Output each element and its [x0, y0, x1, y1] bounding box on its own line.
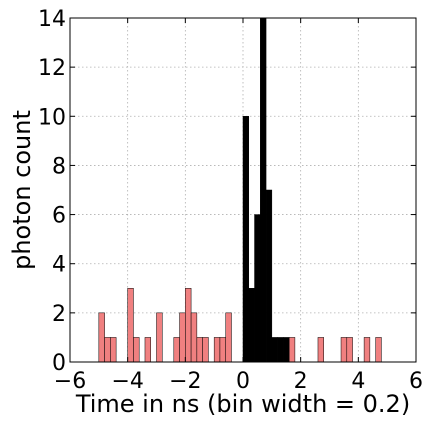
- x-tick-labels: −6 −4 −2 0 2 4 6: [54, 369, 423, 394]
- x-tick-label: 6: [409, 369, 423, 394]
- y-tick-label: 4: [52, 253, 66, 278]
- x-tick-label: 4: [351, 369, 365, 394]
- background-bin-bar: [346, 337, 353, 363]
- x-tick-label: −4: [111, 369, 143, 394]
- background-bin-bar: [185, 288, 192, 363]
- y-tick-label: 6: [52, 204, 66, 229]
- background-bin-bar: [375, 337, 382, 363]
- y-tick-labels: 0 2 4 6 8 10 12 14: [38, 7, 66, 376]
- signal-bin-bar: [283, 337, 290, 363]
- background-bin-bar: [110, 337, 117, 363]
- signal-bin-bar: [254, 214, 261, 363]
- background-bin-bar: [98, 312, 105, 363]
- x-tick-label: −6: [54, 369, 86, 394]
- background-bin-bar: [156, 312, 163, 363]
- background-bin-bar: [213, 337, 221, 363]
- signal-bin-bar: [271, 337, 278, 363]
- y-tick-label: 8: [52, 154, 66, 179]
- background-bin-bar: [173, 337, 180, 363]
- axis-ticks: [69, 17, 417, 363]
- background-bin-bar: [363, 337, 371, 363]
- signal-bin-bar: [260, 17, 267, 363]
- x-tick-label: 2: [294, 369, 308, 394]
- signal-bin-bar: [265, 189, 273, 363]
- x-axis-title: Time in ns (bin width = 0.2): [75, 390, 410, 418]
- background-bin-bar: [104, 337, 111, 363]
- signal-bin-bar: [248, 288, 255, 363]
- x-tick-label: 0: [236, 369, 250, 394]
- signal-bin-bar: [277, 337, 284, 363]
- background-bin-bar: [202, 337, 209, 363]
- background-bin-bar: [190, 312, 198, 363]
- y-tick-label: 0: [52, 351, 66, 376]
- background-bin-bar: [225, 312, 232, 363]
- background-bin-bar: [196, 337, 203, 363]
- y-tick-label: 10: [38, 105, 66, 130]
- background-bin-bar: [340, 337, 348, 363]
- background-bin-bar: [179, 312, 186, 363]
- y-tick-label: 12: [38, 56, 66, 81]
- x-tick-label: −2: [169, 369, 201, 394]
- background-bin-bar: [127, 288, 134, 363]
- background-bin-bar: [144, 337, 151, 363]
- signal-bin-bar: [242, 116, 250, 363]
- background-bin-bar: [288, 337, 296, 363]
- y-axis-title: photon count: [8, 110, 36, 270]
- y-tick-label: 2: [52, 302, 66, 327]
- y-tick-label: 14: [38, 7, 66, 32]
- background-bin-bar: [133, 337, 140, 363]
- background-bin-bar: [219, 337, 226, 363]
- background-bin-bar: [317, 337, 324, 363]
- histogram-bars: [98, 17, 382, 363]
